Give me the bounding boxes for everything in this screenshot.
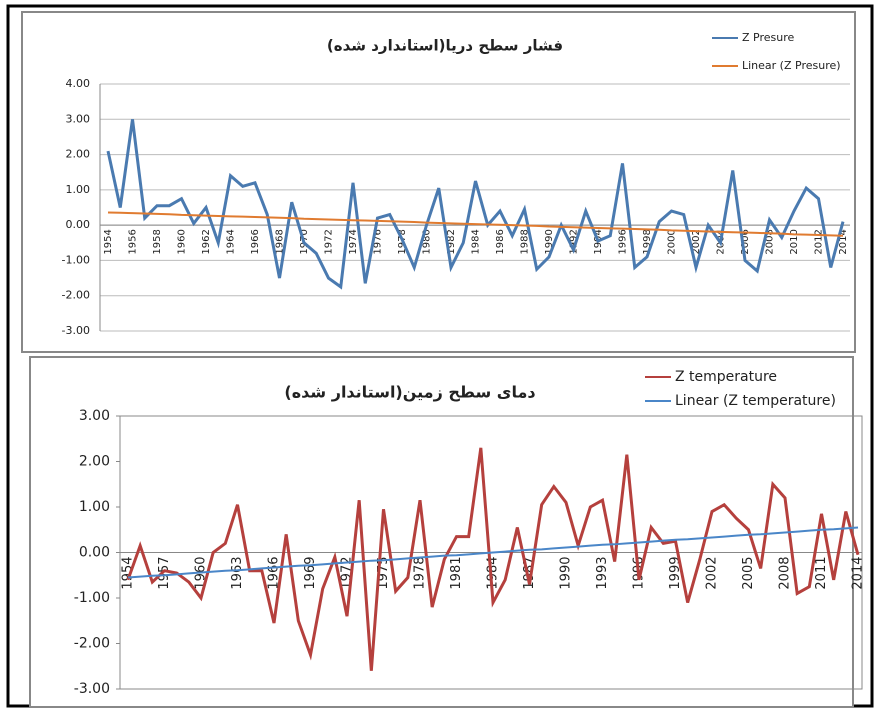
x-tick-label: 1974 [348, 229, 359, 254]
y-tick-label: -1.00 [74, 590, 110, 606]
x-tick-label: 1996 [618, 229, 629, 254]
x-tick-label: 1988 [520, 229, 531, 254]
y-tick-label: 4.00 [66, 77, 91, 90]
x-tick-label: 1957 [157, 557, 172, 590]
x-tick-label: 1998 [642, 229, 653, 254]
x-tick-label: 2002 [705, 557, 720, 590]
x-tick-label: 1978 [413, 557, 428, 590]
x-tick-label: 2014 [851, 557, 866, 590]
x-tick-label: 1964 [226, 229, 237, 254]
x-tick-label: 1986 [495, 229, 506, 254]
x-tick-label: 1993 [595, 557, 610, 590]
chart-frame [29, 356, 854, 708]
x-tick-label: 2005 [741, 557, 756, 590]
legend-label: Linear (Z Presure) [742, 59, 841, 72]
x-tick-label: 1954 [121, 557, 136, 590]
legend-label: Linear (Z temperature) [675, 393, 836, 409]
series-line [126, 447, 860, 671]
chart-title: فشار سطح دریا(استاندارد شده) [327, 37, 563, 55]
x-tick-label: 1954 [103, 229, 114, 254]
x-tick-label: 1958 [152, 229, 163, 254]
x-tick-label: 1963 [230, 557, 245, 590]
x-tick-label: 1982 [446, 229, 457, 254]
x-tick-label: 1980 [422, 229, 433, 254]
x-tick-label: 2014 [838, 229, 849, 254]
x-tick-label: 1966 [250, 229, 261, 254]
legend-label: Z temperature [675, 369, 777, 385]
y-tick-label: -3.00 [62, 324, 90, 337]
series-line [127, 526, 859, 579]
y-tick-label: 2.00 [79, 454, 110, 470]
x-tick-label: 2006 [740, 229, 751, 254]
y-tick-label: 3.00 [79, 408, 110, 424]
x-tick-label: 1990 [559, 557, 574, 590]
x-tick-label: 1990 [544, 229, 555, 254]
y-tick-label: 0.00 [79, 545, 110, 561]
x-tick-label: 1992 [569, 229, 580, 254]
y-tick-label: 1.00 [79, 499, 110, 515]
y-tick-label: 2.00 [66, 148, 91, 161]
y-tick-label: 3.00 [66, 112, 91, 125]
x-tick-label: 1972 [324, 229, 335, 254]
series-line [107, 211, 844, 237]
x-tick-label: 2010 [789, 229, 800, 254]
y-tick-label: -1.00 [62, 253, 90, 266]
x-tick-label: 1968 [275, 229, 286, 254]
x-tick-label: 1984 [471, 229, 482, 254]
y-tick-label: -2.00 [62, 289, 90, 302]
x-tick-label: 1969 [303, 557, 318, 590]
y-tick-label: 0.00 [66, 218, 91, 231]
x-tick-label: 1962 [201, 229, 212, 254]
x-tick-label: 2000 [667, 229, 678, 254]
x-tick-label: 1966 [267, 557, 282, 590]
y-tick-label: -3.00 [74, 681, 110, 697]
x-tick-label: 2011 [814, 557, 829, 590]
chart-title: دمای سطح زمین(استاندار شده) [284, 383, 535, 402]
x-tick-label: 2008 [765, 229, 776, 254]
series-line [106, 119, 845, 290]
x-tick-label: 2008 [778, 557, 793, 590]
x-tick-label: 2002 [691, 229, 702, 254]
x-tick-label: 1976 [373, 229, 384, 254]
x-tick-label: 1981 [449, 557, 464, 590]
x-tick-label: 1956 [128, 229, 139, 254]
x-tick-label: 1960 [177, 229, 188, 254]
y-tick-label: 1.00 [66, 183, 91, 196]
legend-label: Z Presure [742, 31, 795, 44]
x-tick-label: 2012 [814, 229, 825, 254]
y-tick-label: -2.00 [74, 636, 110, 652]
